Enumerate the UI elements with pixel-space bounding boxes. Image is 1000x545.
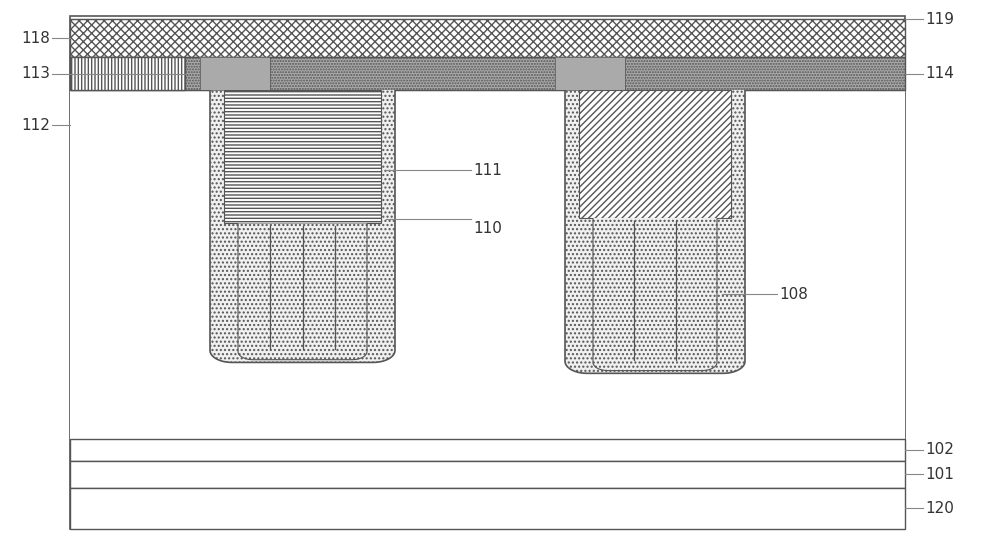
- Bar: [70, 488, 905, 529]
- Bar: [555, 57, 625, 90]
- Bar: [70, 439, 905, 461]
- Bar: [70, 57, 185, 90]
- Text: 102: 102: [925, 442, 954, 457]
- Bar: [70, 90, 905, 529]
- Bar: [70, 19, 905, 57]
- Bar: [70, 57, 905, 90]
- Text: 110: 110: [473, 221, 502, 237]
- Bar: [555, 57, 625, 90]
- Bar: [579, 90, 731, 218]
- Text: 111: 111: [473, 162, 502, 178]
- Bar: [70, 16, 905, 529]
- PathPatch shape: [593, 218, 717, 371]
- Bar: [70, 461, 905, 488]
- Text: 114: 114: [925, 66, 954, 81]
- Text: 112: 112: [21, 118, 50, 133]
- Bar: [200, 57, 270, 90]
- PathPatch shape: [210, 90, 395, 362]
- PathPatch shape: [565, 90, 745, 373]
- Bar: [224, 90, 381, 223]
- Text: 113: 113: [21, 66, 50, 81]
- Text: 120: 120: [925, 501, 954, 516]
- Text: 118: 118: [21, 31, 50, 46]
- Text: 119: 119: [925, 11, 954, 27]
- PathPatch shape: [238, 223, 367, 360]
- Text: 101: 101: [925, 467, 954, 482]
- Text: 108: 108: [779, 287, 808, 302]
- Bar: [200, 57, 270, 90]
